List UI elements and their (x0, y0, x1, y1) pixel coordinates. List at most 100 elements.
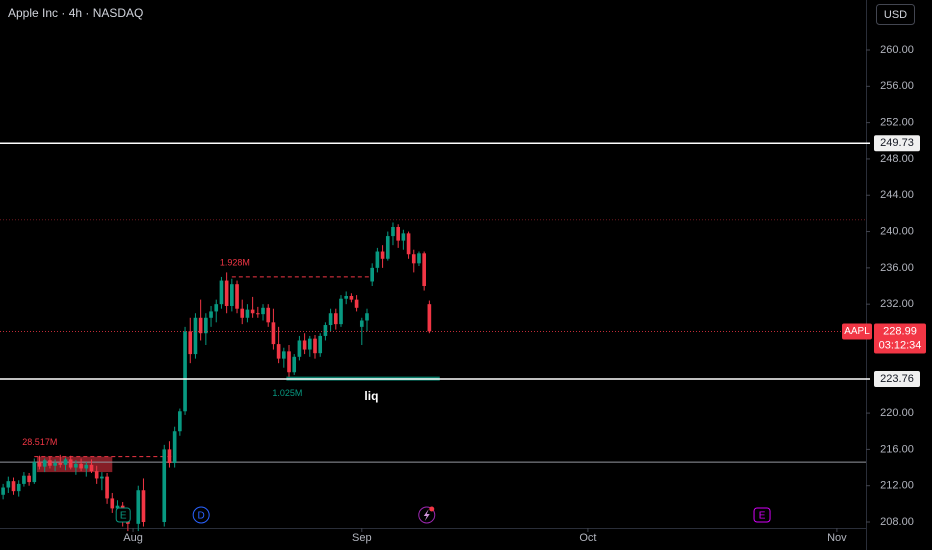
bolt-glyph[interactable] (423, 509, 430, 521)
candle-body (354, 299, 359, 308)
candle-body (339, 298, 343, 325)
candle-body (27, 475, 31, 483)
liq-label: liq (364, 389, 378, 403)
y-tick-label: 248.00 (880, 153, 914, 165)
candle-body (68, 459, 73, 468)
candle-body (411, 254, 416, 264)
bolt-dot (429, 506, 435, 512)
candle-body (292, 356, 297, 373)
x-tick-label: Sep (352, 532, 372, 544)
candle-body (328, 313, 333, 326)
y-tick-label: 220.00 (880, 407, 914, 419)
candle-body (74, 463, 78, 468)
candle-body (58, 463, 63, 465)
candle-body (287, 351, 291, 373)
candle-body (162, 449, 167, 523)
candle-body (110, 498, 115, 509)
candle-body (183, 331, 187, 412)
candle-body (178, 411, 182, 432)
y-tick-label: 252.00 (880, 117, 914, 129)
candle-body (417, 253, 421, 264)
candle-body (406, 233, 411, 255)
candle-body (209, 311, 213, 318)
candle-body (297, 340, 302, 357)
candle-body (365, 313, 369, 321)
candle-body (193, 317, 198, 355)
volume-label: 1.025M (272, 388, 302, 398)
currency-button[interactable] (876, 4, 915, 25)
candle-body (256, 313, 260, 315)
candle-body (318, 335, 323, 354)
candle-body (230, 284, 234, 306)
candle-body (375, 251, 380, 268)
candle-body (281, 351, 286, 359)
candle-body (307, 338, 312, 350)
volume-label: 1.928M (220, 257, 250, 267)
candle-body (32, 462, 37, 483)
candle-body (6, 481, 11, 488)
y-tick-label: 244.00 (880, 189, 914, 201)
event-icon[interactable] (115, 507, 131, 523)
candle-body (401, 233, 406, 241)
y-tick-label: 240.00 (880, 225, 914, 237)
candle-body (391, 227, 395, 237)
candle-body (313, 338, 317, 354)
price-tag (874, 323, 926, 354)
candle-body (48, 460, 52, 466)
event-label[interactable]: E (759, 511, 766, 522)
y-tick-label: 260.00 (880, 44, 914, 56)
candle-body (79, 463, 83, 469)
y-tick-label: 212.00 (880, 480, 914, 492)
symbol-label: AAPL (844, 326, 870, 337)
y-tick-label: 208.00 (880, 516, 914, 528)
candle-body (84, 464, 89, 469)
candle-body (214, 304, 219, 312)
candle-body (115, 505, 120, 509)
candle-body (136, 490, 141, 524)
candle-body (219, 280, 224, 305)
candle-body (427, 304, 432, 332)
candle-body (349, 295, 354, 300)
candle-body (422, 253, 426, 287)
candle-body (380, 251, 385, 259)
y-tick-label: 232.00 (880, 298, 914, 310)
candle-body (53, 463, 57, 466)
candle-body (198, 317, 203, 334)
candle-body (204, 317, 208, 334)
candle-body (370, 267, 375, 282)
candle-body (1, 487, 5, 495)
x-tick-label: Nov (827, 532, 847, 544)
candle-body (16, 483, 21, 492)
candle-body (37, 462, 42, 467)
candle-body (302, 340, 307, 350)
candle-body (271, 322, 276, 345)
price-label: 228.99 (883, 325, 917, 337)
candle-body (245, 309, 250, 318)
currency-label[interactable]: USD (884, 9, 907, 21)
event-label[interactable]: D (198, 511, 205, 522)
candle-body (261, 307, 265, 315)
x-tick-label: Aug (123, 532, 143, 544)
candle-body (100, 476, 104, 479)
candle-body (11, 481, 16, 492)
candle-body (276, 344, 281, 359)
event-icon[interactable] (753, 507, 771, 523)
candle-body (105, 476, 109, 499)
candle-body (172, 431, 177, 464)
volume-label: 28.517M (22, 437, 57, 447)
candle-body (63, 459, 68, 465)
x-tick-label: Oct (579, 532, 596, 544)
candle-body (240, 308, 245, 318)
level-tag (874, 370, 920, 387)
y-tick-label: 256.00 (880, 80, 914, 92)
candle-body (323, 325, 328, 336)
y-tick-label: 236.00 (880, 262, 914, 274)
event-label[interactable]: E (120, 511, 127, 522)
candle-body (396, 227, 400, 241)
candle-body (141, 490, 146, 523)
candle-body (89, 464, 94, 472)
event-icon[interactable] (192, 506, 210, 524)
candle-body (333, 313, 338, 325)
